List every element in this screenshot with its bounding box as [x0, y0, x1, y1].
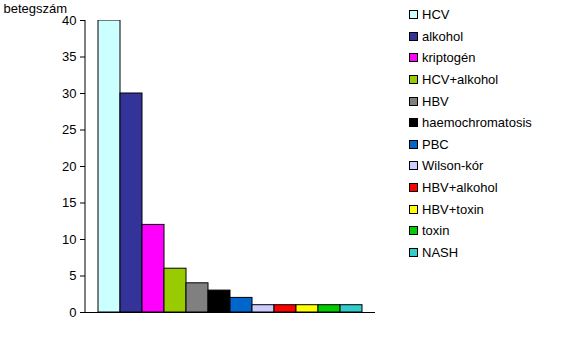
svg-text:35: 35: [62, 49, 76, 64]
html-text:toxin: toxin: [422, 223, 450, 239]
html-text:HBV: HBV: [422, 93, 449, 109]
html-text:PBC: PBC: [422, 136, 449, 152]
html-text:HCV: HCV: [422, 7, 450, 23]
html-text:HCV+alkohol: HCV+alkohol: [422, 72, 499, 88]
svg-text:10: 10: [62, 232, 76, 247]
svg-text:30: 30: [62, 86, 76, 101]
svg-text:5: 5: [69, 268, 76, 283]
svg-text:betegszám: betegszám: [4, 1, 68, 16]
html-text:Wilson-kór: Wilson-kór: [422, 158, 484, 174]
svg-text:0: 0: [69, 305, 76, 320]
html-text:HBV+toxin: HBV+toxin: [422, 201, 484, 217]
html-text:HBV+alkohol: HBV+alkohol: [422, 180, 498, 195]
svg-text:20: 20: [62, 159, 76, 174]
html-text:alkohol: alkohol: [422, 28, 464, 44]
svg-text:40: 40: [62, 12, 77, 28]
html-text:haemochromatosis: haemochromatosis: [422, 115, 532, 131]
html-text:NASH: NASH: [422, 244, 459, 260]
svg-text:15: 15: [62, 195, 76, 210]
html-text:kriptogén: kriptogén: [422, 50, 476, 66]
svg-text:25: 25: [62, 122, 76, 137]
